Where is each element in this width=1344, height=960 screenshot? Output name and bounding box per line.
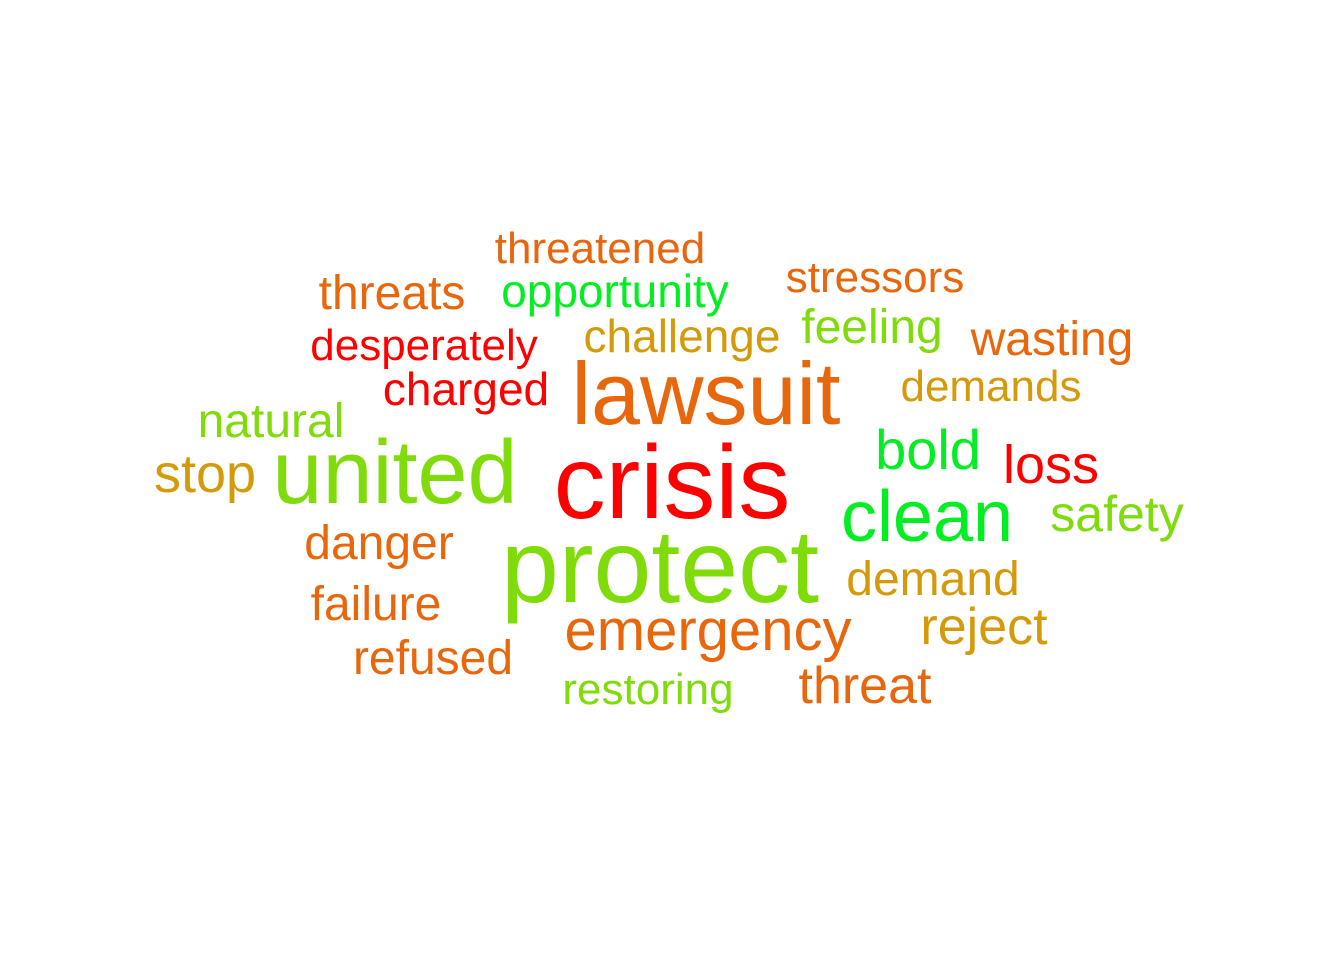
word-emergency: emergency	[564, 598, 852, 663]
word-feeling: feeling	[801, 301, 943, 354]
word-clean: clean	[840, 477, 1014, 557]
word-bold: bold	[875, 418, 981, 481]
word-loss: loss	[1002, 435, 1100, 495]
word-stop: stop	[153, 444, 257, 504]
word-threats: threats	[318, 267, 466, 320]
word-safety: safety	[1050, 486, 1184, 542]
word-threatened: threatened	[494, 224, 706, 273]
word-refused: refused	[352, 632, 514, 685]
word-demand: demand	[846, 553, 1020, 606]
word-protect: protect	[501, 509, 819, 625]
word-reject: reject	[920, 598, 1048, 656]
word-crisis: crisis	[553, 425, 791, 541]
word-challenge: challenge	[583, 310, 781, 362]
word-threat: threat	[798, 657, 932, 715]
word-lawsuit: lawsuit	[571, 344, 841, 443]
word-danger: danger	[304, 517, 454, 570]
word-demands: demands	[900, 362, 1082, 411]
word-restoring: restoring	[562, 665, 734, 714]
word-desperately: desperately	[310, 321, 538, 370]
word-wasting: wasting	[970, 313, 1134, 366]
word-natural: natural	[197, 395, 345, 448]
word-stressors: stressors	[785, 253, 965, 302]
word-united: united	[272, 423, 518, 523]
word-opportunity: opportunity	[501, 265, 729, 317]
word-failure: failure	[310, 578, 442, 631]
word-charged: charged	[382, 363, 550, 415]
